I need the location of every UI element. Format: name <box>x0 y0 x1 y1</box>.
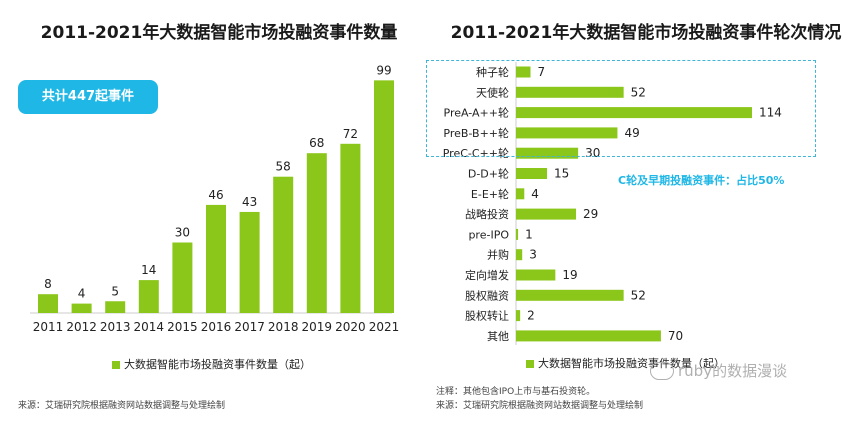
y-tick-label: 并购 <box>487 248 509 262</box>
bar-value-label: 7 <box>537 65 545 79</box>
y-tick-label: 种子轮 <box>476 65 509 79</box>
bar-value-label: 5 <box>111 284 119 298</box>
bar <box>516 168 548 179</box>
right-legend: 大数据智能市场投融资事件数量（起） <box>526 355 725 371</box>
y-tick-label: 定向增发 <box>465 268 509 282</box>
x-tick-label: 2019 <box>302 320 333 334</box>
x-tick-label: 2015 <box>167 320 198 334</box>
y-tick-label: PreB-B++轮 <box>443 126 509 140</box>
watermark: ruby的数据漫谈 <box>678 362 788 380</box>
bar-value-label: 19 <box>562 268 577 282</box>
bar-value-label: 68 <box>309 136 324 150</box>
bar <box>516 188 525 200</box>
bar-value-label: 58 <box>276 160 291 174</box>
bar-value-label: 72 <box>343 127 358 141</box>
left-legend-label: 大数据智能市场投融资事件数量（起） <box>124 358 311 371</box>
right-source-note: 来源：艾瑞研究院根据融资网站数据调整与处理绘制 <box>436 401 644 411</box>
bar <box>340 143 361 313</box>
bar <box>138 280 159 313</box>
bar <box>374 80 394 313</box>
x-tick-label: 2012 <box>66 320 97 334</box>
left-legend: 大数据智能市场投融资事件数量（起） <box>112 356 311 372</box>
y-tick-label: E-E+轮 <box>471 187 509 201</box>
x-tick-label: 2020 <box>335 320 366 334</box>
bar-value-label: 29 <box>583 207 598 221</box>
total-events-badge: 共计447起事件 <box>18 80 158 114</box>
bar <box>516 66 531 78</box>
x-tick-label: 2018 <box>268 320 299 334</box>
bar <box>273 176 294 313</box>
bar-value-label: 2 <box>527 309 535 323</box>
right-legend-label: 大数据智能市场投融资事件数量（起） <box>538 357 725 370</box>
x-tick-label: 2021 <box>369 320 400 334</box>
bar-value-label: 3 <box>529 248 537 262</box>
early-round-callout: C轮及早期投融资事件：占比50% <box>618 174 785 187</box>
x-tick-label: 2016 <box>201 320 232 334</box>
bar-value-label: 1 <box>525 227 533 241</box>
bar-value-label: 70 <box>668 329 683 343</box>
y-tick-label: PreA-A++轮 <box>444 106 509 120</box>
bar <box>516 147 579 159</box>
bar-value-label: 8 <box>44 277 52 291</box>
bar <box>516 208 577 220</box>
early-round-highlight-box <box>426 60 816 157</box>
bar <box>172 242 193 313</box>
right-chart-title: 2011-2021年大数据智能市场投融资事件轮次情况 <box>450 23 842 43</box>
y-tick-label: 股权融资 <box>465 289 509 302</box>
x-tick-label: 2017 <box>234 320 265 334</box>
bar <box>516 310 521 322</box>
y-tick-label: D-D+轮 <box>468 167 509 181</box>
left-source-note: 来源：艾瑞研究院根据融资网站数据调整与处理绘制 <box>18 401 226 411</box>
y-tick-label: 股权转让 <box>465 309 509 323</box>
bar-value-label: 46 <box>208 188 223 202</box>
bar-value-label: 4 <box>78 287 86 301</box>
y-tick-label: 战略投资 <box>465 207 509 221</box>
bar <box>516 107 752 119</box>
bar <box>516 269 556 281</box>
bar-value-label: 114 <box>759 106 782 120</box>
bar-value-label: 49 <box>624 126 639 140</box>
legend-swatch <box>526 360 534 368</box>
bar <box>516 228 519 240</box>
bar <box>71 303 92 313</box>
bar-value-label: 52 <box>631 288 646 302</box>
bar-value-label: 43 <box>242 195 257 209</box>
bar <box>516 249 523 261</box>
y-tick-label: pre-IPO <box>468 228 509 241</box>
bar <box>306 153 327 313</box>
y-tick-label: 天使轮 <box>476 85 509 99</box>
bar <box>239 211 260 313</box>
bar <box>516 86 624 98</box>
x-tick-label: 2014 <box>134 320 165 334</box>
bar <box>516 289 624 301</box>
bar-value-label: 99 <box>376 63 391 77</box>
bar-value-label: 52 <box>631 85 646 99</box>
bar <box>206 204 226 313</box>
bar-value-label: 15 <box>554 167 569 181</box>
x-tick-label: 2013 <box>100 320 131 334</box>
right-footnote: 注释：其他包含IPO上市与基石投资轮。 <box>436 387 596 397</box>
bar <box>516 127 618 139</box>
left-chart-title: 2011-2021年大数据智能市场投融资事件数量 <box>40 23 398 43</box>
bar-value-label: 14 <box>141 263 156 277</box>
wechat-icon <box>650 362 674 380</box>
bar <box>38 294 58 313</box>
bar-value-label: 30 <box>175 226 190 240</box>
x-tick-label: 2011 <box>33 320 64 334</box>
bar <box>105 301 126 313</box>
legend-swatch <box>112 361 120 369</box>
bar <box>516 330 661 342</box>
bar-value-label: 4 <box>531 187 539 201</box>
y-tick-label: 其他 <box>487 330 509 343</box>
